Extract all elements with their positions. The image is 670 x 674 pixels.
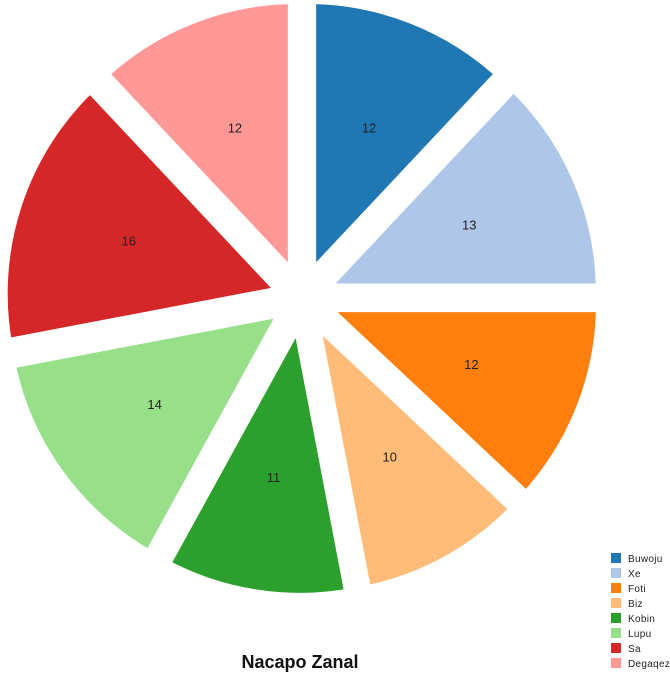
- chart-title: Nacapo Zanal: [241, 652, 358, 672]
- pie-slice-buwoju: [298, 0, 515, 294]
- slice-value-label-degaqez: 12: [228, 121, 242, 136]
- legend-label: Kobin: [628, 614, 655, 625]
- legend-swatch: [611, 598, 621, 608]
- legend-item-biz: Biz: [611, 598, 643, 610]
- slice-value-label-lupu: 14: [147, 397, 161, 412]
- pie-slice-foti: [306, 294, 615, 511]
- legend-swatch: [611, 643, 621, 653]
- legend-item-foti: Foti: [611, 583, 646, 595]
- legend-label: Lupu: [628, 629, 651, 640]
- slice-value-label-xe: 13: [462, 218, 476, 233]
- pie-slices: [0, 0, 615, 611]
- legend: Buwoju Xe Foti Biz Kobin Lupu Sa Degaqez: [611, 553, 670, 670]
- pie-value-labels: 12 13 12 10 11 14 16 12: [121, 121, 478, 485]
- legend-label: Degaqez: [628, 659, 670, 670]
- legend-item-sa: Sa: [611, 643, 641, 655]
- legend-label: Buwoju: [628, 554, 663, 565]
- legend-swatch: [611, 583, 621, 593]
- slice-value-label-kobin: 11: [267, 470, 281, 485]
- legend-item-kobin: Kobin: [611, 613, 655, 625]
- legend-swatch: [611, 553, 621, 563]
- legend-label: Sa: [628, 644, 641, 655]
- legend-label: Xe: [628, 569, 641, 580]
- slice-value-label-buwoju: 12: [362, 121, 376, 136]
- legend-label: Biz: [628, 599, 643, 610]
- pie-slice-kobin: [151, 302, 364, 611]
- legend-swatch: [611, 628, 621, 638]
- legend-swatch: [611, 613, 621, 623]
- legend-swatch: [611, 658, 621, 668]
- pie-slice-lupu: [0, 297, 300, 570]
- pie-slice-sa: [0, 73, 298, 358]
- pie-slice-xe: [305, 72, 614, 302]
- legend-label: Foti: [628, 584, 646, 595]
- legend-swatch: [611, 568, 621, 578]
- slice-value-label-biz: 10: [383, 450, 397, 465]
- legend-item-degaqez: Degaqez: [611, 658, 670, 670]
- legend-item-buwoju: Buwoju: [611, 553, 663, 565]
- legend-item-lupu: Lupu: [611, 628, 651, 640]
- pie-slice-degaqez: [89, 0, 306, 294]
- slice-value-label-foti: 12: [464, 357, 478, 372]
- slice-value-label-sa: 16: [121, 234, 135, 249]
- pie-slice-biz: [299, 301, 530, 605]
- legend-item-xe: Xe: [611, 568, 641, 580]
